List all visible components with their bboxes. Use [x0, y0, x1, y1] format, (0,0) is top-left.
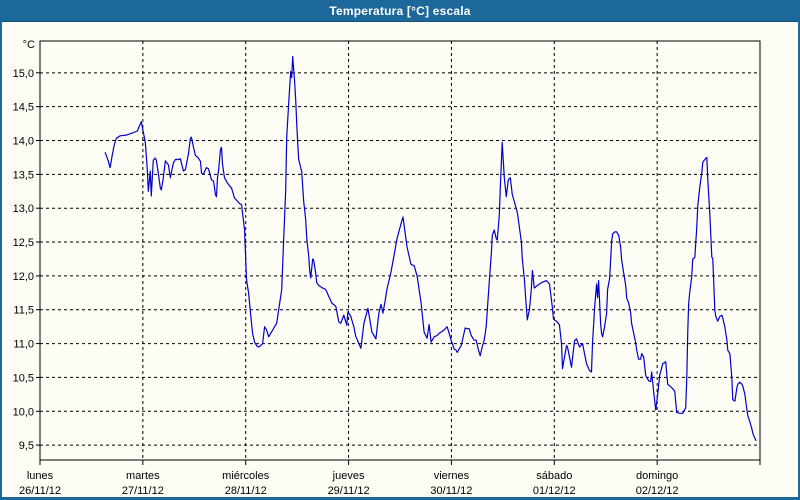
y-tick-label: 10,5	[13, 372, 34, 384]
x-tick-day-date: 27/11/12	[122, 485, 164, 497]
series-line-temperatura	[104, 55, 757, 441]
y-tick-label: 14,0	[13, 136, 34, 148]
y-tick-label: 9,5	[19, 440, 34, 452]
x-tick-day-name: sábado	[536, 470, 572, 482]
y-tick-label: 11,0	[13, 339, 34, 351]
y-axis-unit: °C	[23, 39, 35, 51]
y-tick-label: 11,5	[13, 305, 34, 317]
y-tick-label: 13,5	[13, 169, 34, 181]
x-tick-day-name: jueves	[332, 470, 365, 482]
x-tick-day-name: martes	[126, 470, 160, 482]
x-tick-day-date: 01/12/12	[533, 485, 576, 497]
x-tick-day-date: 29/11/12	[328, 485, 370, 497]
x-tick-day-date: 28/11/12	[225, 485, 267, 497]
y-tick-label: 12,0	[13, 271, 34, 283]
x-tick-day-name: viernes	[434, 470, 470, 482]
x-tick-day-date: 02/12/12	[636, 485, 679, 497]
x-tick-day-name: miércoles	[222, 470, 270, 482]
y-tick-label: 12,5	[13, 237, 34, 249]
title-bar: Temperatura [°C] escala	[0, 0, 800, 22]
y-tick-label: 10,0	[13, 406, 34, 418]
window-title: Temperatura [°C] escala	[329, 3, 471, 18]
y-tick-label: 15,0	[13, 68, 34, 80]
y-tick-label: 14,5	[13, 102, 34, 114]
x-tick-day-date: 30/11/12	[430, 485, 472, 497]
x-tick-day-name: domingo	[636, 470, 678, 482]
x-tick-day-name: lunes	[27, 470, 54, 482]
x-tick-day-date: 26/11/12	[19, 485, 61, 497]
y-tick-label: 13,0	[13, 203, 34, 215]
plot-frame	[39, 40, 761, 461]
